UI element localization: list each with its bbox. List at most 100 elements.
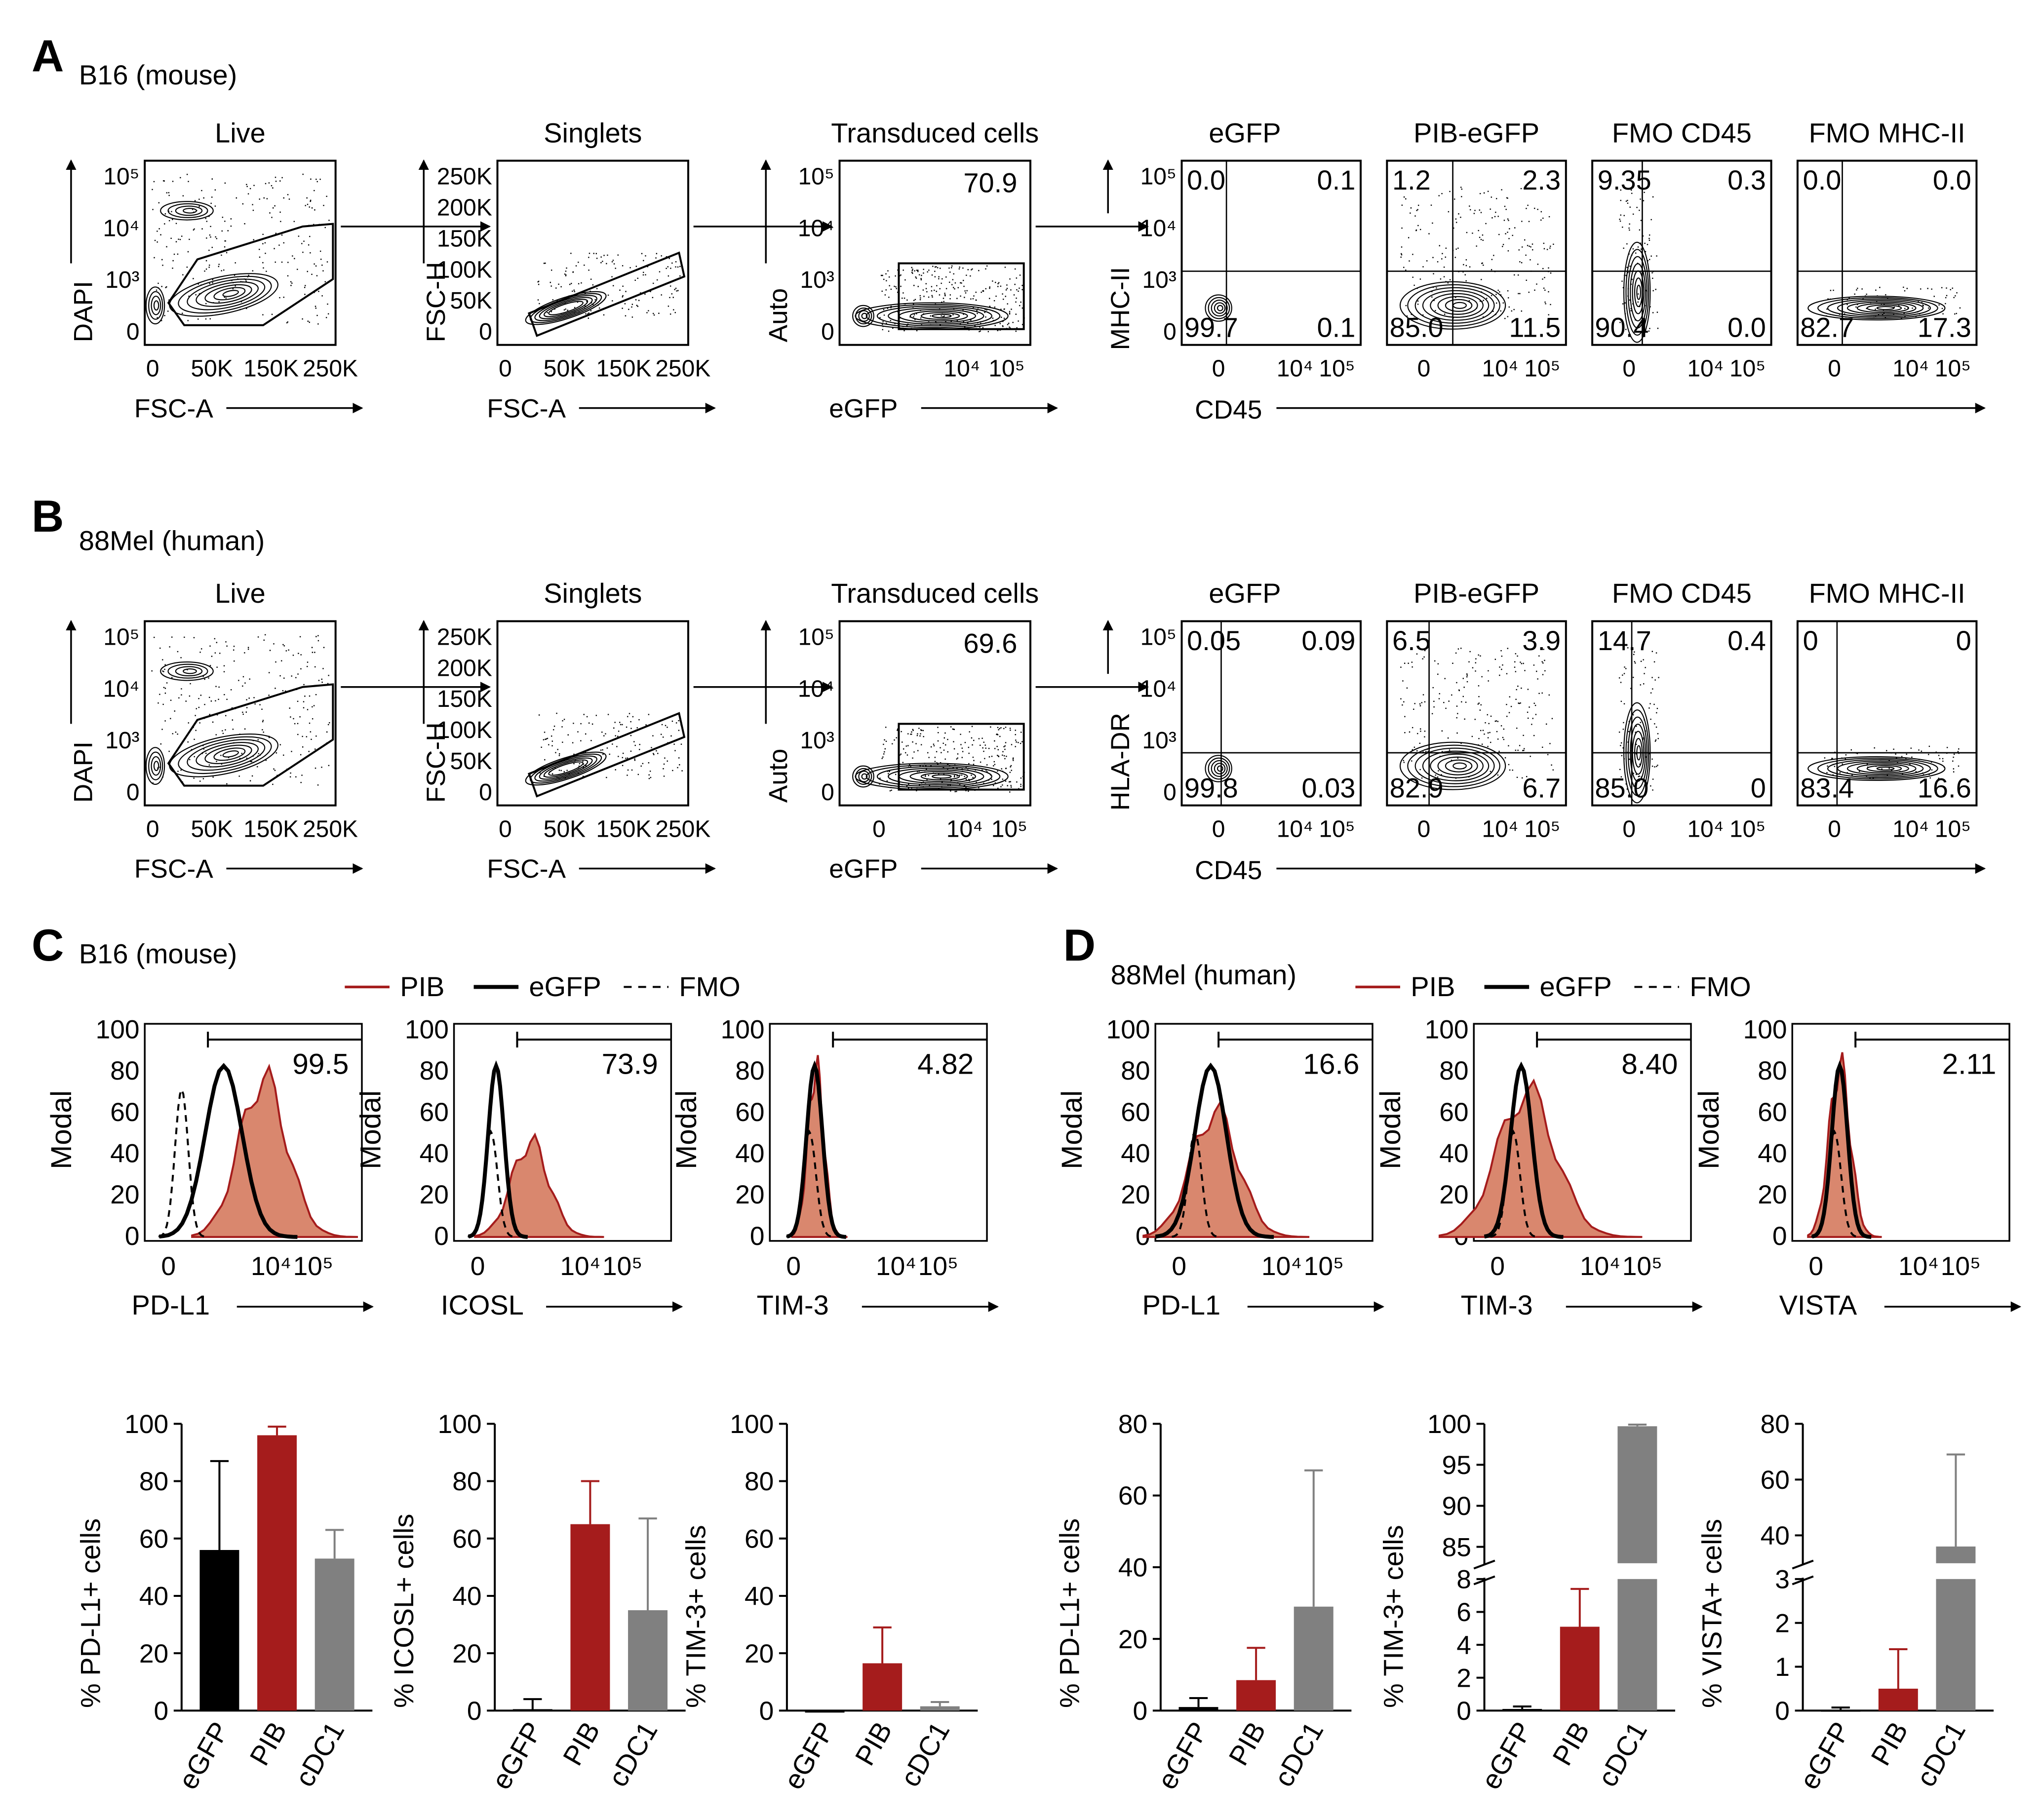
contour — [548, 761, 584, 776]
quadrant-plot-frame — [1386, 620, 1567, 807]
contour — [169, 733, 278, 777]
contour — [148, 751, 163, 780]
quadrant-lr-value: 0.0 — [1727, 312, 1766, 343]
x-tick-label: 0 — [499, 356, 512, 382]
transduced-gate — [898, 723, 1025, 791]
contour — [222, 750, 239, 758]
contour — [861, 773, 868, 780]
contour — [213, 747, 246, 761]
x-tick-label: 10⁵ — [1729, 816, 1766, 843]
axis-break-mark — [1792, 1575, 1814, 1586]
y-tick-label: 50K — [450, 748, 492, 774]
y-axis-label: Auto — [764, 749, 793, 803]
x-tick-label: 150K — [596, 816, 651, 843]
y-tick-label: 10³ — [800, 728, 834, 754]
x-axis-label: FSC-A — [487, 394, 566, 423]
y-tick-label: 0 — [1163, 779, 1177, 806]
panel-letter: C — [32, 921, 64, 970]
y-tick-label: 20 — [139, 1639, 168, 1668]
histogram-frame — [769, 1023, 988, 1242]
contour — [1634, 737, 1643, 768]
contour — [1807, 756, 1946, 781]
contour — [1211, 760, 1228, 777]
y-tick-label: 0 — [1456, 1697, 1471, 1726]
y-tick-label: 0 — [154, 1697, 169, 1726]
x-category-label: PIB — [1222, 1716, 1272, 1771]
y-tick-label: 80 — [1761, 1410, 1790, 1439]
panel-subtitle: 88Mel (human) — [79, 525, 265, 556]
egfp-histogram — [1155, 1062, 1274, 1239]
y-tick-label: 60 — [452, 1524, 481, 1553]
y-axis-label: Modal — [1693, 1090, 1725, 1169]
quadrant-ur-value: 2.3 — [1522, 164, 1561, 195]
contour — [175, 205, 203, 216]
x-tick-label: 10⁴ — [943, 356, 980, 382]
fmo-histogram — [1172, 1129, 1218, 1238]
bar-egfp — [512, 1709, 552, 1711]
contour — [1217, 305, 1223, 311]
quadrant-ur-value: 0.3 — [1727, 164, 1766, 195]
contour — [204, 284, 252, 304]
x-tick-label: 50K — [191, 356, 233, 382]
fmo-histogram — [1490, 1129, 1537, 1238]
x-tick-label: 10⁵ — [1319, 356, 1355, 382]
quadrant-lr-value: 0 — [1751, 773, 1766, 804]
contour — [1414, 747, 1495, 784]
bar-egfp — [199, 1549, 239, 1711]
gate-percentage: 69.6 — [963, 627, 1017, 658]
contour — [1627, 256, 1648, 329]
x-category-label: PIB — [556, 1716, 606, 1771]
x-tick-label: 10⁴ — [1687, 356, 1724, 382]
legend-label-fmo: FMO — [1689, 971, 1751, 1002]
y-tick-label: 60 — [1118, 1481, 1147, 1510]
x-tick-label: 10⁴ — [876, 1252, 916, 1281]
x-axis-label: PD-L1 — [1142, 1289, 1221, 1320]
contour — [1636, 745, 1642, 761]
y-tick-label: 60 — [110, 1098, 139, 1127]
contour — [1208, 297, 1230, 319]
gate-plot-frame — [496, 620, 689, 807]
bar-cdc1 — [628, 1610, 668, 1711]
contour — [222, 290, 239, 297]
contour — [1445, 299, 1473, 312]
quadrant-lr-value: 11.5 — [1509, 312, 1561, 343]
y-tick-label: 0 — [126, 319, 140, 345]
y-tick-label: 100 — [1427, 1410, 1471, 1439]
y-tick-label: 10³ — [105, 728, 139, 754]
contour — [931, 774, 952, 779]
bar-cdc1 — [314, 1558, 354, 1711]
y-tick-label: 80 — [1758, 1056, 1787, 1085]
contour — [1399, 281, 1506, 330]
quadrant-ul-value: 0 — [1803, 625, 1818, 656]
y-tick-label: 80 — [452, 1467, 481, 1496]
quadrant-ur-value: 0.1 — [1317, 164, 1356, 195]
x-tick-label: 10⁵ — [991, 816, 1027, 843]
contour — [1437, 756, 1478, 775]
y-tick-label: 60 — [745, 1524, 774, 1553]
y-tick-label: 0 — [750, 1222, 765, 1251]
y-tick-label: 10⁴ — [798, 676, 834, 702]
quadrant-plot-frame — [1591, 620, 1772, 807]
y-tick-label: 0 — [126, 779, 140, 806]
x-tick-label: 0 — [872, 816, 886, 843]
x-tick-label: 0 — [146, 816, 159, 843]
gate-plot-frame — [144, 620, 337, 807]
quadrant-title: FMO MHC-II — [1809, 117, 1965, 148]
bar-cdc1 — [920, 1706, 960, 1711]
contour — [1632, 270, 1645, 314]
quadrant-plot-frame — [1180, 620, 1362, 807]
quadrant-ul-value: 0.0 — [1803, 164, 1842, 195]
bar-pib — [570, 1524, 610, 1711]
contour — [1866, 765, 1902, 773]
x-axis-label: TIM-3 — [757, 1289, 829, 1320]
x-tick-label: 150K — [243, 816, 299, 843]
contour — [1817, 757, 1938, 780]
contour — [1445, 759, 1473, 773]
x-category-label: eGFP — [172, 1716, 236, 1794]
x-tick-label: 250K — [655, 816, 710, 843]
contour — [151, 756, 161, 776]
x-tick-label: 10⁵ — [988, 356, 1024, 382]
quadrant-ll-value: 82.9 — [1390, 773, 1444, 804]
y-tick-label: 10³ — [1142, 267, 1177, 293]
y-tick-label: 10⁴ — [103, 215, 140, 241]
